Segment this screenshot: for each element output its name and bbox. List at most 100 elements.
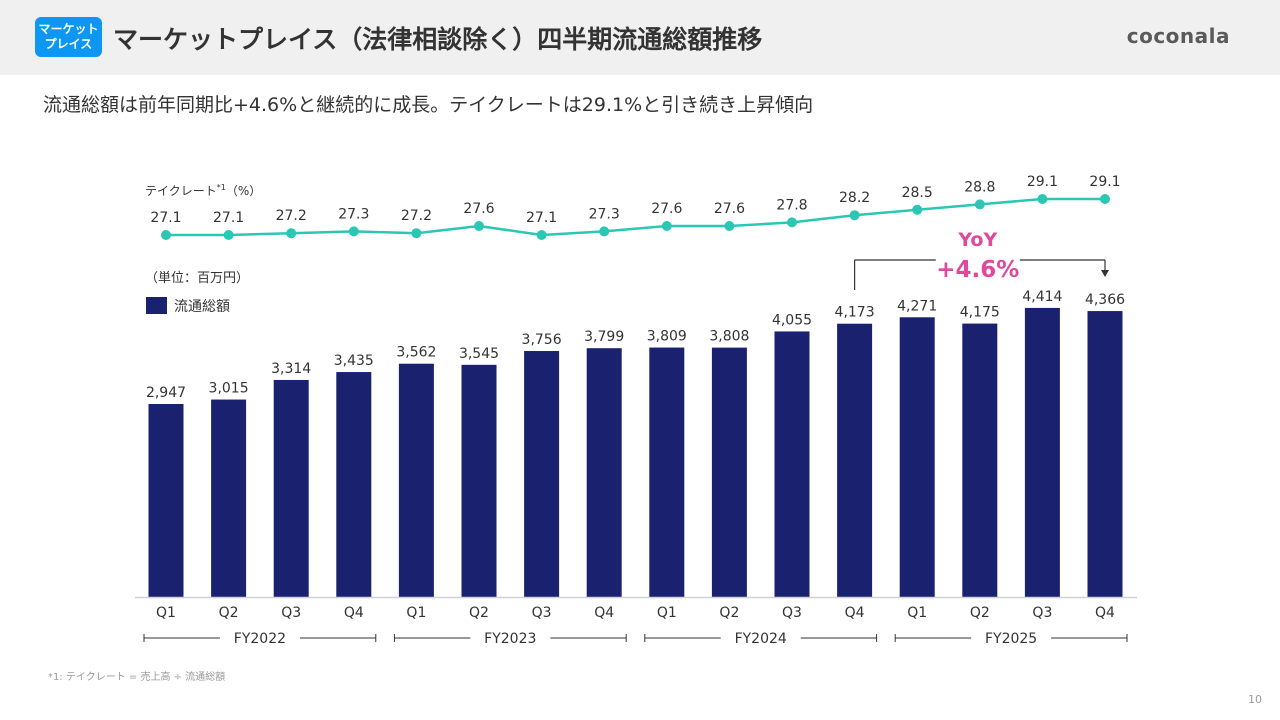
bar-0 xyxy=(148,404,184,597)
bar-value-label-13: 4,175 xyxy=(960,305,1000,321)
unit-label: （単位：百万円） xyxy=(145,270,249,286)
x-tick-11: Q4 xyxy=(845,605,865,621)
page-number: 10 xyxy=(1248,693,1262,706)
bar-14 xyxy=(1024,307,1060,597)
take-rate-label-14: 29.1 xyxy=(1027,174,1058,190)
bar-value-label-0: 2,947 xyxy=(146,385,186,401)
bar-11 xyxy=(837,323,873,597)
fiscal-year-groups: FY2022 FY2023 FY2024 FY2025 xyxy=(143,631,1128,647)
fy-group-FY2025: FY2025 xyxy=(894,631,1128,647)
x-tick-3: Q4 xyxy=(344,605,364,621)
take-rate-point-13 xyxy=(974,199,985,210)
x-tick-7: Q4 xyxy=(594,605,614,621)
bar-2 xyxy=(273,379,309,597)
coconala-logo: coconala xyxy=(1126,24,1230,48)
take-rate-line-group: 27.1 27.1 27.2 27.3 27.2 27.6 27.1 27.3 27.6 27.6… xyxy=(150,174,1121,240)
take-rate-point-4 xyxy=(411,228,422,239)
bar-value-label-7: 3,799 xyxy=(584,329,624,345)
bar-7 xyxy=(586,348,622,597)
bar-4 xyxy=(398,363,434,597)
bar-value-label-4: 3,562 xyxy=(396,345,436,361)
svg-text:テイクレート*1（%）: テイクレート*1（%） xyxy=(145,183,261,198)
take-rate-label-11: 28.2 xyxy=(839,190,870,206)
legend-swatch-gmv xyxy=(146,297,167,314)
take-rate-line xyxy=(166,197,1105,237)
take-rate-point-7 xyxy=(599,226,610,237)
bar-6 xyxy=(524,351,560,597)
take-rate-point-3 xyxy=(348,226,359,237)
bar-10 xyxy=(774,331,810,597)
take-rate-point-12 xyxy=(912,204,923,215)
page-title: マーケットプレイス（法律相談除く）四半期流通総額推移 xyxy=(113,25,763,54)
take-rate-label-9: 27.6 xyxy=(714,201,745,217)
take-rate-point-10 xyxy=(787,217,797,228)
bar-value-label-15: 4,366 xyxy=(1085,292,1125,308)
bar-value-label-1: 3,015 xyxy=(209,381,249,397)
x-tick-13: Q2 xyxy=(970,605,990,621)
x-tick-12: Q1 xyxy=(907,605,927,621)
fy-label: FY2022 xyxy=(234,631,286,647)
bar-value-label-5: 3,545 xyxy=(459,346,499,362)
bar-5 xyxy=(461,364,497,597)
bar-1 xyxy=(211,399,247,597)
take-rate-point-1 xyxy=(223,230,234,240)
bar-15 xyxy=(1087,311,1123,597)
take-rate-point-5 xyxy=(474,221,484,231)
fy-group-FY2023: FY2023 xyxy=(393,631,627,647)
fy-label: FY2023 xyxy=(484,631,536,647)
bar-8 xyxy=(649,347,685,597)
page-subtitle: 流通総額は前年同期比+4.6%と継続的に成長。テイクレートは29.1%と引き続き… xyxy=(43,94,814,116)
take-rate-label-12: 28.5 xyxy=(902,185,933,201)
bar-value-label-3: 3,435 xyxy=(334,353,374,369)
header-bar: マーケット プレイス マーケットプレイス（法律相談除く）四半期流通総額推移 co… xyxy=(0,0,1280,75)
take-rate-point-8 xyxy=(661,221,672,231)
take-rate-label-4: 27.2 xyxy=(401,208,432,224)
yoy-label: YoY xyxy=(957,229,997,251)
take-rate-label-5: 27.6 xyxy=(463,201,494,217)
badge-line-2: プレイス xyxy=(44,37,93,51)
bar-value-label-8: 3,809 xyxy=(647,329,687,345)
fy-group-FY2022: FY2022 xyxy=(143,631,377,647)
bar-3 xyxy=(336,372,372,597)
x-tick-0: Q1 xyxy=(156,605,176,621)
x-tick-labels-group: Q1 Q2 Q3 Q4 Q1 Q2 Q3 Q4 Q1 Q2 Q3 Q4 Q1 Q2 Q3 Q4 xyxy=(156,605,1115,621)
legend-label-gmv: 流通総額 xyxy=(174,299,230,315)
take-rate-point-11 xyxy=(849,210,860,221)
x-tick-6: Q3 xyxy=(532,605,552,621)
take-rate-label-6: 27.1 xyxy=(526,210,557,226)
take-rate-point-15 xyxy=(1100,194,1110,204)
take-rate-label-0: 27.1 xyxy=(150,210,181,226)
bar-value-label-6: 3,756 xyxy=(522,332,562,348)
footnote: *1: テイクレート = 売上高 ÷ 流通総額 xyxy=(48,672,226,683)
fy-label: FY2024 xyxy=(735,631,787,647)
take-rate-point-2 xyxy=(286,228,297,239)
bar-value-label-11: 4,173 xyxy=(835,305,875,321)
x-tick-9: Q2 xyxy=(719,605,739,621)
bar-value-label-14: 4,414 xyxy=(1022,289,1062,305)
x-tick-4: Q1 xyxy=(406,605,426,621)
bar-labels-group: 2,947 3,015 3,314 3,435 3,562 3,545 3,756 3,799… xyxy=(146,289,1125,401)
take-rate-label-8: 27.6 xyxy=(651,201,682,217)
fy-label: FY2025 xyxy=(985,631,1037,647)
x-tick-14: Q3 xyxy=(1032,605,1052,621)
x-tick-8: Q1 xyxy=(657,605,677,621)
fy-group-FY2024: FY2024 xyxy=(644,631,878,647)
x-tick-5: Q2 xyxy=(469,605,489,621)
take-rate-label-13: 28.8 xyxy=(964,179,995,195)
take-rate-footnote-mark: *1 xyxy=(217,183,226,192)
bar-value-label-10: 4,055 xyxy=(772,312,812,328)
bar-13 xyxy=(962,323,998,597)
take-rate-point-0 xyxy=(161,230,171,240)
x-tick-1: Q2 xyxy=(219,605,239,621)
take-rate-label-1: 27.1 xyxy=(213,210,244,226)
bars-group xyxy=(148,307,1123,597)
take-rate-label-15: 29.1 xyxy=(1089,174,1120,190)
take-rate-unit: （%） xyxy=(226,184,261,198)
yoy-value: +4.6% xyxy=(936,257,1019,283)
x-tick-2: Q3 xyxy=(281,605,301,621)
bar-12 xyxy=(899,317,935,597)
take-rate-label-2: 27.2 xyxy=(276,208,307,224)
yoy-arrowhead-icon xyxy=(1101,270,1109,277)
take-rate-title: テイクレート*1（%） xyxy=(145,183,261,198)
